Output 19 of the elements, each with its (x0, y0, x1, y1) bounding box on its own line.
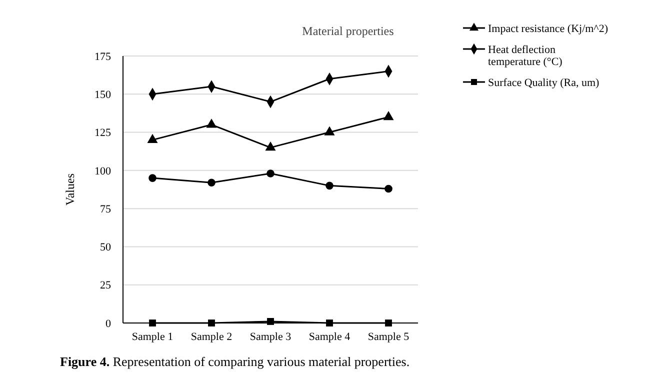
y-tick-label: 150 (94, 88, 112, 101)
y-tick-label: 75 (100, 203, 112, 216)
y-tick-label: 175 (94, 50, 112, 63)
x-tick-label: Sample 5 (368, 331, 410, 343)
legend-label: Impact resistance (Kj/m^2) (488, 22, 608, 35)
chart-title: Material properties (302, 24, 394, 38)
legend-label: Heat deflection temperature (°C) (488, 44, 563, 68)
x-tick-label: Sample 3 (250, 331, 292, 343)
legend-label: Surface Quality (Ra, um) (488, 76, 600, 89)
y-axis-title: Values (63, 173, 77, 206)
y-tick-label: 100 (94, 165, 112, 178)
y-tick-label: 50 (100, 242, 112, 254)
y-tick-label: 125 (94, 127, 112, 140)
y-tick-label: 25 (100, 280, 112, 292)
caption: Figure 4. Representation of comparing various material properties. (60, 354, 410, 369)
x-tick-label: Sample 4 (308, 331, 351, 343)
y-tick-label: 0 (106, 318, 112, 330)
x-tick-label: Sample 2 (190, 331, 232, 343)
x-tick-label: Sample 1 (132, 331, 174, 343)
